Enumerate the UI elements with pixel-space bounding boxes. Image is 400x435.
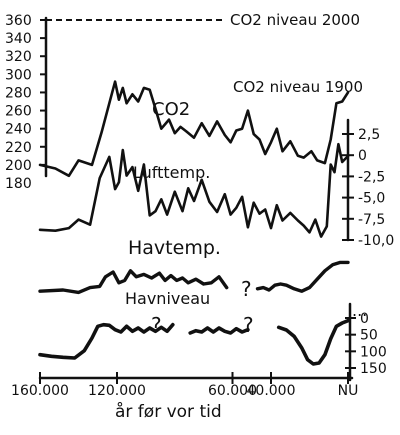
co2-tick-label: 260 [5,104,32,120]
x-tick-label: 120.000 [88,383,146,399]
x-tick-label: 160.000 [11,383,69,399]
co2-2000-label: CO2 niveau 2000 [230,11,360,29]
dots-marker: ... [352,301,367,320]
sealevel-series-line [38,322,175,360]
co2-tick-label: 220 [5,140,32,156]
co2-tick-label: 200 [5,158,32,174]
co2-tick-label: 340 [5,31,32,47]
co2-1900-label: CO2 niveau 1900 [233,78,363,96]
sealevel-tick-label: 50 [360,328,378,344]
co2-tick-label: 180 [5,176,32,192]
temp-tick-label: 2,5 [358,127,380,143]
airtemp-series-line [38,142,350,238]
temp-tick-label: -2,5 [358,169,385,185]
temp-tick-label: -7,5 [358,212,385,228]
co2-tick-label: 360 [5,13,32,29]
co2-series-label: CO2 [152,99,190,120]
x-tick-label: NU [338,383,359,399]
seatemp-series-line [255,260,350,293]
co2-tick-label: 320 [5,49,32,65]
sealevel-tick-label: 0 [360,311,369,327]
unknown-marker: ? [241,277,252,301]
sealevel-series-label: Havniveau [125,289,210,308]
airtemp-series-label: Lufttemp. [133,163,210,182]
co2-tick-label: 300 [5,67,32,83]
temp-tick-label: -10,0 [358,233,394,249]
unknown-marker: ? [243,313,254,337]
sealevel-tick-label: 100 [360,344,387,360]
temp-tick-label: 0 [358,148,367,164]
x-axis-title: år før vor tid [115,401,222,422]
x-tick-label: 40.000 [247,383,296,399]
temp-tick-label: -5,0 [358,191,385,207]
sealevel-series-line [276,318,350,366]
seatemp-series-line [38,269,229,295]
x-tick-label: 60.000 [208,383,257,399]
sealevel-series-line [188,326,250,335]
unknown-marker: ? [151,313,162,337]
sealevel-tick-label: 150 [360,361,387,377]
co2-tick-label: 240 [5,122,32,138]
co2-series-line [38,80,350,178]
seatemp-series-label: Havtemp. [128,237,221,259]
co2-tick-label: 280 [5,85,32,101]
